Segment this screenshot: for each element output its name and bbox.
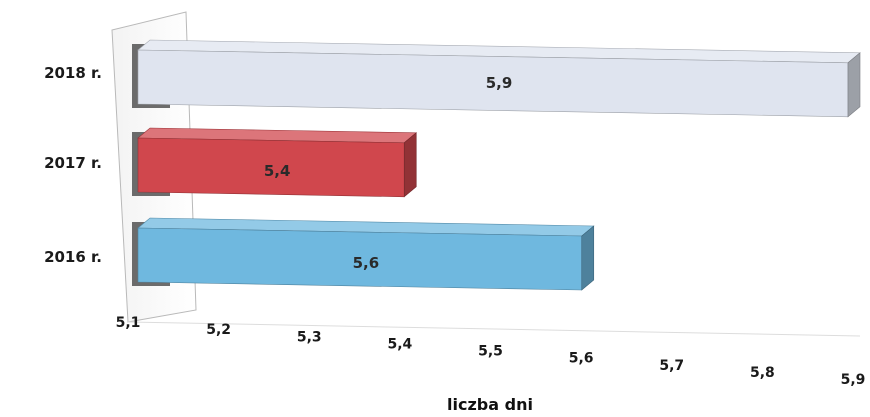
x-tick-label: 5,4 (387, 336, 412, 352)
bar-end-face (403, 132, 417, 198)
x-tick-label: 5,8 (750, 365, 775, 381)
category-label: 2018 r. (44, 64, 102, 82)
x-tick-label: 5,5 (478, 344, 503, 360)
bar-end-face (581, 225, 595, 291)
y-axis-categories: 2018 r. 2017 r. 2016 r. (44, 64, 102, 266)
x-tick-label: 5,2 (206, 322, 231, 338)
bar-value-label: 5,9 (486, 74, 513, 92)
x-axis-title: liczba dni (447, 395, 533, 414)
bar-series: 5,9 5,4 5,6 (132, 39, 861, 291)
bar-value-label: 5,4 (264, 162, 291, 180)
bar-value-label: 5,6 (353, 254, 380, 272)
plot-floor-line (127, 321, 861, 337)
category-label: 2017 r. (44, 154, 102, 172)
x-tick-label: 5,6 (569, 351, 594, 367)
x-tick-label: 5,1 (116, 315, 141, 331)
bar-end-face (847, 52, 861, 118)
x-tick-label: 5,3 (297, 329, 322, 345)
x-axis-ticks: 5,1 5,2 5,3 5,4 5,5 5,6 5,7 5,8 5,9 (116, 315, 866, 388)
x-tick-label: 5,9 (841, 372, 866, 388)
category-label: 2016 r. (44, 248, 102, 266)
x-tick-label: 5,7 (659, 358, 684, 374)
